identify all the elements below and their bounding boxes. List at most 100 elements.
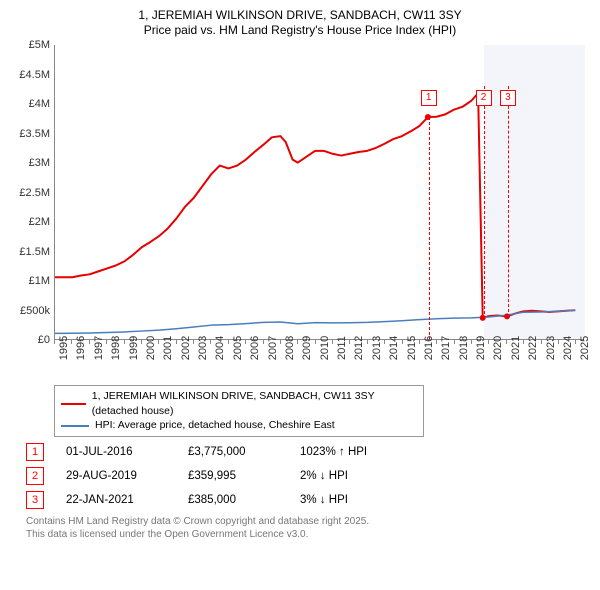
x-tick-mark xyxy=(436,340,437,344)
x-tick-label: 2021 xyxy=(510,336,522,360)
price-date: 22-JAN-2021 xyxy=(66,494,166,506)
x-tick-label: 2003 xyxy=(197,336,209,360)
x-tick-label: 2005 xyxy=(232,336,244,360)
x-tick-label: 2008 xyxy=(284,336,296,360)
x-tick-mark xyxy=(506,340,507,344)
x-tick-label: 2018 xyxy=(458,336,470,360)
footer-line-2: This data is licensed under the Open Gov… xyxy=(26,528,588,541)
price-hpi: 3% ↓ HPI xyxy=(300,494,410,506)
plot-region: 1 23 xyxy=(54,45,584,340)
y-tick-label: £4.5M xyxy=(12,69,50,81)
x-tick-label: 2020 xyxy=(492,336,504,360)
x-tick-mark xyxy=(263,340,264,344)
x-tick-mark xyxy=(106,340,107,344)
x-tick-mark xyxy=(141,340,142,344)
x-tick-mark xyxy=(419,340,420,344)
footer: Contains HM Land Registry data © Crown c… xyxy=(26,515,588,541)
x-tick-mark xyxy=(558,340,559,344)
legend-swatch xyxy=(61,425,89,427)
x-tick-mark xyxy=(575,340,576,344)
x-tick-label: 2025 xyxy=(579,336,591,360)
x-tick-mark xyxy=(124,340,125,344)
price-row: 3 22-JAN-2021 £385,000 3% ↓ HPI xyxy=(26,491,588,509)
x-tick-label: 2016 xyxy=(423,336,435,360)
x-tick-mark xyxy=(402,340,403,344)
legend-item: 1, JEREMIAH WILKINSON DRIVE, SANDBACH, C… xyxy=(61,389,417,418)
x-tick-mark xyxy=(471,340,472,344)
price-row: 101-JUL-2016£3,775,0001023% ↑ HPI xyxy=(26,443,588,461)
x-tick-mark xyxy=(523,340,524,344)
x-tick-label: 2004 xyxy=(214,336,226,360)
price-amount: £385,000 xyxy=(188,494,278,506)
x-tick-mark xyxy=(54,340,55,344)
x-tick-label: 1998 xyxy=(110,336,122,360)
x-tick-mark xyxy=(454,340,455,344)
x-tick-mark xyxy=(71,340,72,344)
y-tick-label: £5M xyxy=(12,39,50,51)
x-tick-mark xyxy=(367,340,368,344)
x-tick-mark xyxy=(176,340,177,344)
marker-dash xyxy=(484,86,485,318)
x-tick-mark xyxy=(297,340,298,344)
x-tick-mark xyxy=(158,340,159,344)
chart-subtitle: Price paid vs. HM Land Registry's House … xyxy=(12,23,588,37)
y-tick-label: £3M xyxy=(12,157,50,169)
x-tick-label: 2022 xyxy=(527,336,539,360)
x-tick-label: 2014 xyxy=(388,336,400,360)
legend-item: HPI: Average price, detached house, Ches… xyxy=(61,418,417,433)
marker-dash xyxy=(429,117,430,340)
y-tick-label: £1M xyxy=(12,275,50,287)
x-tick-label: 2015 xyxy=(406,336,418,360)
x-tick-label: 2024 xyxy=(562,336,574,360)
x-tick-label: 1999 xyxy=(128,336,140,360)
x-tick-label: 2001 xyxy=(162,336,174,360)
x-tick-label: 1995 xyxy=(58,336,70,360)
chart-container: 1, JEREMIAH WILKINSON DRIVE, SANDBACH, C… xyxy=(0,0,600,549)
y-tick-label: £3.5M xyxy=(12,128,50,140)
x-tick-label: 2010 xyxy=(319,336,331,360)
x-tick-label: 2011 xyxy=(336,336,348,360)
x-tick-mark xyxy=(89,340,90,344)
price-date: 29-AUG-2019 xyxy=(66,470,166,482)
x-tick-label: 2007 xyxy=(267,336,279,360)
price-row: 2 29-AUG-2019 £359,995 2% ↓ HPI xyxy=(26,467,588,485)
x-tick-label: 2000 xyxy=(145,336,157,360)
marker-label: 1 xyxy=(421,90,437,106)
x-tick-mark xyxy=(210,340,211,344)
shade-band xyxy=(484,45,585,339)
price-amount: £359,995 xyxy=(188,470,278,482)
y-tick-label: £0 xyxy=(12,334,50,346)
x-tick-mark xyxy=(488,340,489,344)
x-tick-label: 1996 xyxy=(75,336,87,360)
x-tick-mark xyxy=(193,340,194,344)
x-tick-mark xyxy=(332,340,333,344)
legend-label: 1, JEREMIAH WILKINSON DRIVE, SANDBACH, C… xyxy=(92,389,417,418)
price-hpi: 1023% ↑ HPI xyxy=(300,446,410,458)
x-tick-mark xyxy=(245,340,246,344)
x-tick-mark xyxy=(228,340,229,344)
x-tick-mark xyxy=(349,340,350,344)
y-tick-label: £4M xyxy=(12,98,50,110)
x-tick-label: 2012 xyxy=(353,336,365,360)
marker-label: 2 xyxy=(476,90,492,106)
marker-label: 3 xyxy=(500,90,516,106)
marker-dash xyxy=(508,86,509,317)
price-marker: 2 xyxy=(26,467,44,485)
x-tick-label: 2017 xyxy=(440,336,452,360)
footer-line-1: Contains HM Land Registry data © Crown c… xyxy=(26,515,588,528)
x-tick-mark xyxy=(280,340,281,344)
x-tick-label: 2002 xyxy=(180,336,192,360)
price-marker: 3 xyxy=(26,491,44,509)
chart-title: 1, JEREMIAH WILKINSON DRIVE, SANDBACH, C… xyxy=(12,8,588,22)
y-tick-label: £1.5M xyxy=(12,246,50,258)
x-tick-label: 2019 xyxy=(475,336,487,360)
x-tick-mark xyxy=(384,340,385,344)
y-tick-label: £2.5M xyxy=(12,187,50,199)
legend-label: HPI: Average price, detached house, Ches… xyxy=(95,418,335,433)
price-hpi: 2% ↓ HPI xyxy=(300,470,410,482)
price-table: 101-JUL-2016£3,775,0001023% ↑ HPI 2 29-AUG… xyxy=(26,443,588,509)
x-tick-label: 2006 xyxy=(249,336,261,360)
x-tick-label: 1997 xyxy=(93,336,105,360)
legend-swatch xyxy=(61,403,86,405)
y-tick-label: £2M xyxy=(12,216,50,228)
